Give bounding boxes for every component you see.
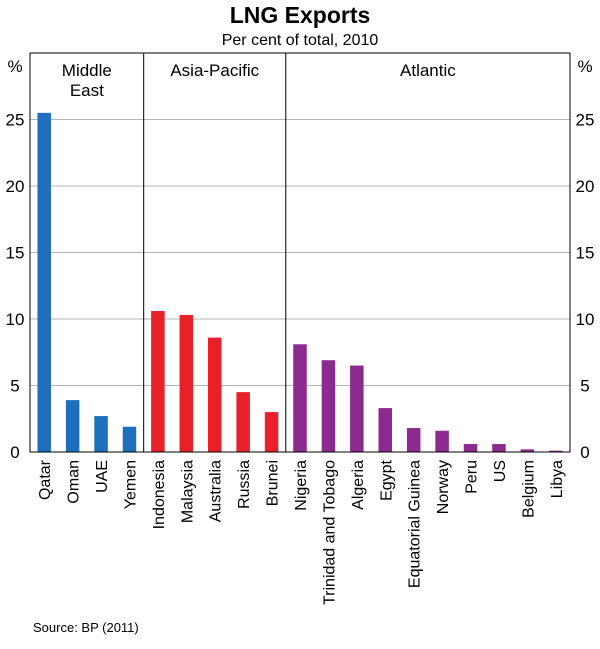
- bar-nigeria: [293, 344, 307, 452]
- bar-norway: [435, 430, 449, 452]
- x-category-label: Algeria: [350, 460, 367, 510]
- bar-libya: [549, 450, 563, 452]
- bar-trinidad-and-tobago: [321, 360, 336, 452]
- x-category-label: Belgium: [520, 460, 537, 518]
- y-tick-label-right: 15: [576, 244, 595, 263]
- bar-peru: [463, 444, 478, 452]
- x-category-label: Nigeria: [293, 460, 310, 511]
- bar-algeria: [350, 365, 364, 452]
- y-tick-label-right: 10: [576, 310, 595, 329]
- group-label: East: [70, 81, 104, 100]
- group-label: Atlantic: [400, 61, 456, 80]
- x-category-label: UAE: [94, 460, 111, 493]
- bar-belgium: [520, 449, 535, 452]
- bar-qatar: [37, 112, 51, 452]
- x-category-label: Egypt: [378, 459, 395, 500]
- x-category-label: Australia: [208, 460, 225, 522]
- group-label: Middle: [62, 61, 112, 80]
- bar-australia: [207, 337, 222, 452]
- bar-malaysia: [179, 315, 194, 452]
- y-axis-unit-left: %: [7, 57, 22, 76]
- grid-lines: [30, 119, 570, 386]
- x-category-label: US: [492, 460, 509, 482]
- bar-us: [492, 444, 506, 452]
- chart-subtitle: Per cent of total, 2010: [222, 32, 379, 49]
- bar-egypt: [378, 408, 393, 452]
- source-note: Source: BP (2011): [33, 620, 139, 635]
- y-tick-label-right: 20: [576, 177, 595, 196]
- y-tick-label-left: 25: [6, 111, 25, 130]
- bar-uae: [94, 416, 108, 452]
- group-label: Asia-Pacific: [170, 61, 259, 80]
- bar-indonesia: [151, 311, 165, 452]
- x-category-label: Malaysia: [179, 460, 196, 523]
- y-tick-label-right: 25: [576, 111, 595, 130]
- bar-oman: [65, 400, 80, 452]
- axes: [29, 52, 571, 453]
- bar-equatorial-guinea: [406, 428, 421, 452]
- bars: [37, 112, 563, 452]
- labels: 0 0 5 5 10 10 15 15 20 20 25 25 Qatar Oman UAE Yemen Ind…: [6, 61, 595, 605]
- x-category-label: Brunei: [265, 460, 282, 506]
- y-tick-label-left: 10: [6, 310, 25, 329]
- bar-russia: [236, 392, 250, 452]
- x-category-label: Norway: [435, 460, 452, 514]
- y-tick-label-right: 0: [580, 443, 589, 462]
- chart-title: LNG Exports: [230, 2, 371, 28]
- bar-yemen: [122, 426, 137, 452]
- bar-brunei: [264, 412, 279, 452]
- y-tick-label-left: 20: [6, 177, 25, 196]
- y-axis-unit-right: %: [577, 57, 592, 76]
- y-tick-label-left: 0: [10, 443, 19, 462]
- plot-frame: [29, 52, 571, 453]
- x-category-label: Indonesia: [151, 460, 168, 529]
- y-tick-label-left: 15: [6, 244, 25, 263]
- x-category-label: Oman: [66, 460, 83, 504]
- x-category-label: Libya: [549, 460, 566, 498]
- x-category-label: Yemen: [122, 460, 139, 509]
- x-category-label: Trinidad and Tobago: [321, 460, 338, 605]
- x-category-label: Equatorial Guinea: [407, 460, 424, 588]
- y-tick-label-left: 5: [10, 377, 19, 396]
- y-tick-label-right: 5: [580, 377, 589, 396]
- x-category-label: Russia: [236, 460, 253, 509]
- x-category-label: Peru: [464, 460, 481, 494]
- x-category-label: Qatar: [37, 459, 54, 500]
